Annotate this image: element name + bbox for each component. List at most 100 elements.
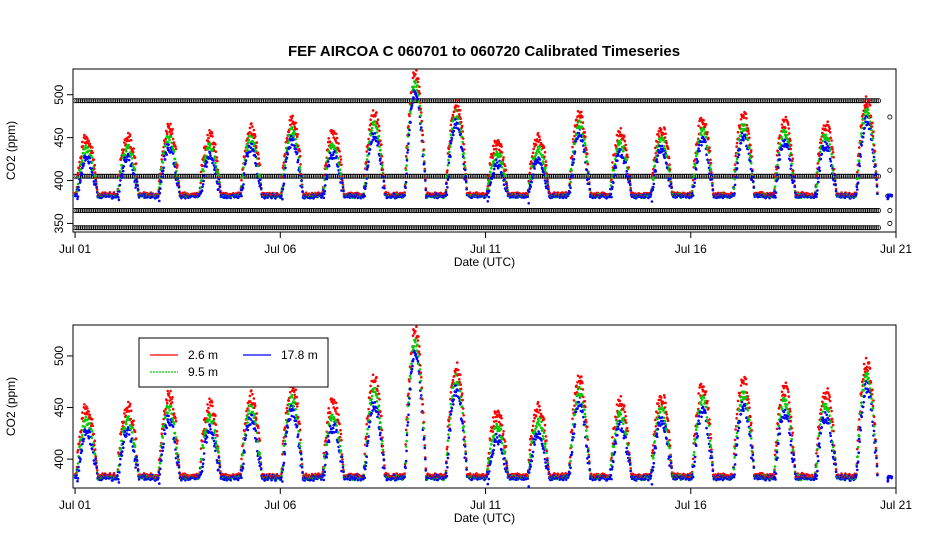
calibration-point	[251, 98, 257, 104]
point-9-5m	[570, 169, 573, 172]
point-17-8m	[94, 182, 98, 186]
y-tick-label: 450	[52, 127, 66, 147]
calibration-point	[227, 173, 233, 179]
calibration-point	[264, 98, 270, 104]
calibration-point	[401, 98, 407, 104]
calibration-point	[829, 98, 835, 104]
calibration-point	[200, 98, 206, 104]
point-2-6m	[418, 92, 422, 95]
point-2-6m	[545, 163, 548, 167]
point-2-6m	[339, 158, 343, 161]
calibration-point	[126, 173, 132, 179]
calibration-point	[384, 98, 390, 104]
point-2-6m	[376, 118, 380, 121]
point-17-8m	[364, 184, 368, 188]
calibration-point	[805, 98, 811, 104]
point-9-5m	[544, 166, 547, 169]
calibration-point	[874, 98, 880, 104]
point-17-8m	[450, 137, 454, 140]
point-9-5m	[130, 157, 134, 160]
calibration-point	[231, 98, 237, 104]
calibration-point	[196, 98, 202, 104]
point-9-5m	[489, 170, 492, 174]
point-17-8m	[132, 172, 136, 176]
calibration-point	[242, 98, 248, 104]
calibration-point	[334, 98, 340, 104]
point-2-6m	[407, 124, 410, 128]
point-17-8m	[444, 190, 448, 194]
point-17-8m	[259, 183, 263, 187]
point-17-8m	[405, 159, 409, 162]
calibration-point	[735, 98, 741, 104]
point-17-8m	[587, 172, 590, 175]
calibration-point	[381, 98, 387, 104]
calibration-point	[482, 98, 488, 104]
calibration-point	[135, 173, 141, 179]
point-17-8m	[135, 180, 139, 183]
calibration-point	[225, 98, 231, 104]
y-tick-label: 500	[52, 84, 66, 104]
calibration-point	[695, 98, 701, 104]
calibration-point	[702, 98, 708, 104]
point-9-5m	[202, 169, 205, 173]
calibration-point	[303, 98, 309, 104]
point-17-8m	[365, 177, 369, 180]
point-2-6m	[456, 99, 459, 102]
point-17-8m	[77, 185, 80, 189]
calibration-point	[331, 98, 337, 104]
calibration-point	[188, 173, 194, 179]
point-17-8m	[423, 170, 427, 173]
point-2-6m	[491, 144, 495, 148]
point-17-8m	[340, 177, 344, 180]
point-17-8m	[463, 168, 467, 172]
point-17-8m	[217, 177, 221, 181]
calibration-point	[440, 98, 446, 104]
point-2-6m	[364, 160, 368, 164]
calibration-point	[800, 98, 806, 104]
calibration-point	[802, 98, 808, 104]
calibration-point	[351, 98, 357, 104]
point-17-8m	[323, 192, 326, 196]
point-9-5m	[462, 151, 466, 155]
point-2-6m	[459, 120, 463, 124]
calibration-point	[231, 173, 237, 179]
calibration-point	[303, 173, 309, 179]
point-2-6m	[134, 162, 138, 165]
calibration-point	[187, 98, 193, 104]
point-9-5m	[133, 169, 137, 172]
point-2-6m	[340, 163, 343, 167]
point-2-6m	[422, 148, 426, 151]
point-17-8m	[326, 160, 330, 163]
point-2-6m	[421, 133, 425, 137]
calibration-point	[724, 98, 730, 104]
calibration-point	[155, 173, 161, 179]
calibration-point	[172, 98, 178, 104]
point-2-6m	[536, 131, 540, 135]
calibration-point	[366, 98, 372, 104]
calibration-point	[419, 98, 425, 104]
calibration-point	[246, 173, 252, 179]
point-9-5m	[214, 161, 217, 165]
point-9-5m	[173, 157, 177, 161]
x-tick-label: Jul 11	[470, 242, 501, 256]
point-17-8m	[289, 146, 292, 149]
point-17-8m	[574, 139, 578, 143]
point-17-8m	[284, 166, 287, 170]
calibration-point	[262, 98, 268, 104]
calibration-point	[345, 98, 351, 104]
point-17-8m	[158, 199, 161, 203]
calibration-point	[600, 98, 606, 104]
point-17-8m	[135, 177, 138, 181]
point-17-8m	[366, 164, 370, 167]
calibration-point	[582, 98, 588, 104]
calibration-point	[314, 173, 320, 179]
calibration-point	[116, 98, 122, 104]
point-17-8m	[530, 180, 533, 184]
point-2-6m	[381, 168, 385, 171]
point-2-6m	[83, 133, 86, 137]
calibration-point	[397, 98, 403, 104]
point-9-5m	[499, 154, 503, 157]
point-2-6m	[92, 158, 96, 161]
point-2-6m	[171, 127, 174, 131]
point-17-8m	[410, 104, 414, 107]
